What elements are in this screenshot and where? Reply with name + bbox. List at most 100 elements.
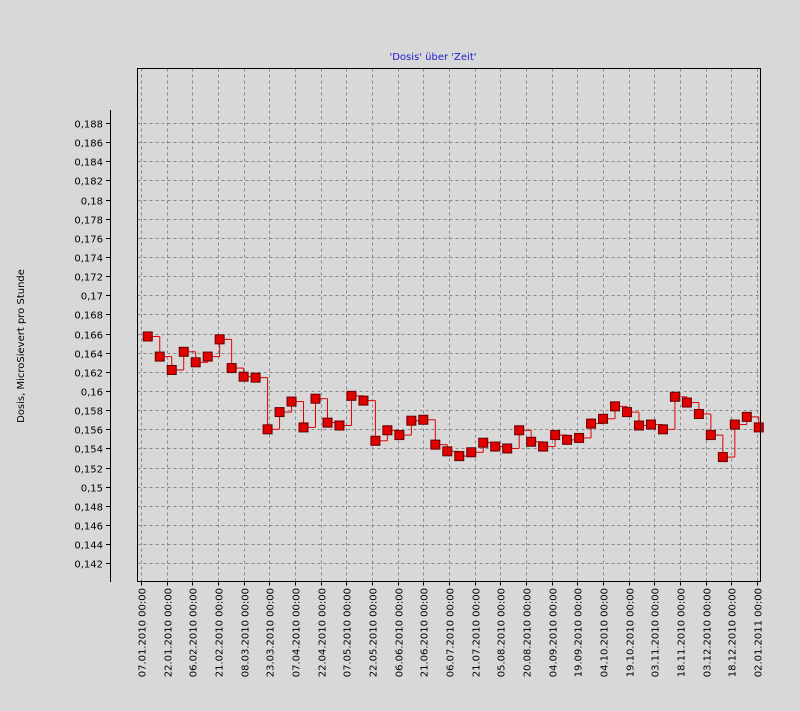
x-tick-label: 21.06.2010 00:00 <box>420 588 431 677</box>
data-point <box>346 390 357 401</box>
y-tick-label: 0,174 <box>74 254 103 265</box>
data-point <box>358 395 369 406</box>
x-tick-label: 06.02.2010 00:00 <box>189 588 200 677</box>
data-point <box>610 401 621 412</box>
plot-border <box>137 68 761 582</box>
data-point <box>250 372 261 383</box>
chart-title: 'Dosis' über 'Zeit' <box>389 52 476 63</box>
x-tick-label: 03.12.2010 00:00 <box>703 588 714 677</box>
data-point <box>178 346 189 357</box>
y-tick-label: 0,186 <box>74 139 103 150</box>
y-tick-label: 0,152 <box>74 465 103 476</box>
y-tick-label: 0,182 <box>74 177 103 188</box>
data-point <box>526 436 537 447</box>
data-point <box>693 409 704 420</box>
data-point <box>214 334 225 345</box>
data-point <box>394 430 405 441</box>
x-tick-label: 21.02.2010 00:00 <box>215 588 226 677</box>
marks <box>142 331 764 463</box>
x-tick-label: 06.06.2010 00:00 <box>395 588 406 677</box>
y-tick-label: 0,154 <box>74 445 103 456</box>
y-tick-label: 0,188 <box>74 120 103 131</box>
data-point <box>478 437 489 448</box>
data-point <box>490 441 501 452</box>
data-point <box>514 425 525 436</box>
data-point <box>729 419 740 430</box>
data-point <box>538 441 549 452</box>
data-point <box>717 452 728 463</box>
y-tick-label: 0,164 <box>74 350 103 361</box>
data-point <box>657 424 668 435</box>
x-tick-label: 23.03.2010 00:00 <box>266 588 277 677</box>
data-point <box>418 414 429 425</box>
x-tick-label: 18.12.2010 00:00 <box>728 588 739 677</box>
data-point <box>370 435 381 446</box>
y-tick-label: 0,156 <box>74 426 103 437</box>
data-point <box>382 425 393 436</box>
x-tick-label: 20.08.2010 00:00 <box>523 588 534 677</box>
data-point <box>430 439 441 450</box>
y-tick-label: 0,146 <box>74 522 103 533</box>
grid: 0,142 0,144 0,146 0,148 0,15 0,152 0,154 0,156 0… <box>74 68 765 677</box>
data-point <box>669 391 680 402</box>
y-axis-label: Dosis, MicroSievert pro Stunde <box>16 269 27 423</box>
data-point <box>574 432 585 443</box>
data-point <box>262 424 273 435</box>
data-point <box>753 422 764 433</box>
x-tick-label: 07.01.2010 00:00 <box>138 588 149 677</box>
y-tick-label: 0,168 <box>74 311 103 322</box>
y-tick-label: 0,172 <box>74 273 103 284</box>
y-tick-label: 0,16 <box>81 388 103 399</box>
data-point <box>645 419 656 430</box>
data-point <box>586 418 597 429</box>
data-point <box>705 430 716 441</box>
data-point <box>310 393 321 404</box>
data-point <box>681 397 692 408</box>
y-tick-label: 0,166 <box>74 331 103 342</box>
x-tick-label: 02.01.2011 00:00 <box>754 588 765 677</box>
data-point <box>202 351 213 362</box>
x-tick-label: 04.10.2010 00:00 <box>600 588 611 677</box>
data-point <box>238 371 249 382</box>
x-tick-label: 19.10.2010 00:00 <box>626 588 637 677</box>
x-tick-label: 18.11.2010 00:00 <box>677 588 688 677</box>
data-point <box>598 413 609 424</box>
y-tick-label: 0,162 <box>74 369 103 380</box>
data-point <box>741 411 752 422</box>
data-point <box>502 443 513 454</box>
data-point <box>190 357 201 368</box>
x-tick-label: 07.04.2010 00:00 <box>292 588 303 677</box>
x-tick-label: 19.09.2010 00:00 <box>574 588 585 677</box>
data-point <box>274 407 285 418</box>
data-point <box>442 446 453 457</box>
y-tick-label: 0,144 <box>74 541 103 552</box>
y-tick-label: 0,178 <box>74 216 103 227</box>
y-tick-label: 0,184 <box>74 158 103 169</box>
data-point <box>334 420 345 431</box>
x-tick-label: 08.03.2010 00:00 <box>241 588 252 677</box>
y-tick-label: 0,176 <box>74 235 103 246</box>
data-point <box>298 422 309 433</box>
data-point <box>226 363 237 374</box>
data-point <box>562 434 573 445</box>
data-point <box>142 331 153 342</box>
x-tick-label: 03.11.2010 00:00 <box>651 588 662 677</box>
x-tick-label: 04.09.2010 00:00 <box>549 588 560 677</box>
data-point <box>622 407 632 418</box>
y-tick-label: 0,158 <box>74 407 103 418</box>
x-tick-label: 07.05.2010 00:00 <box>343 588 354 677</box>
data-point <box>633 420 644 431</box>
data-point <box>466 447 477 458</box>
y-tick-label: 0,148 <box>74 503 103 514</box>
data-point <box>286 396 297 407</box>
y-tick-label: 0,17 <box>81 292 103 303</box>
x-tick-label: 21.07.2010 00:00 <box>472 588 483 677</box>
data-point <box>166 364 177 375</box>
data-point <box>406 415 417 426</box>
x-tick-label: 22.01.2010 00:00 <box>164 588 175 677</box>
data-point <box>154 351 165 362</box>
x-tick-label: 05.08.2010 00:00 <box>497 588 508 677</box>
x-tick-label: 22.04.2010 00:00 <box>318 588 329 677</box>
